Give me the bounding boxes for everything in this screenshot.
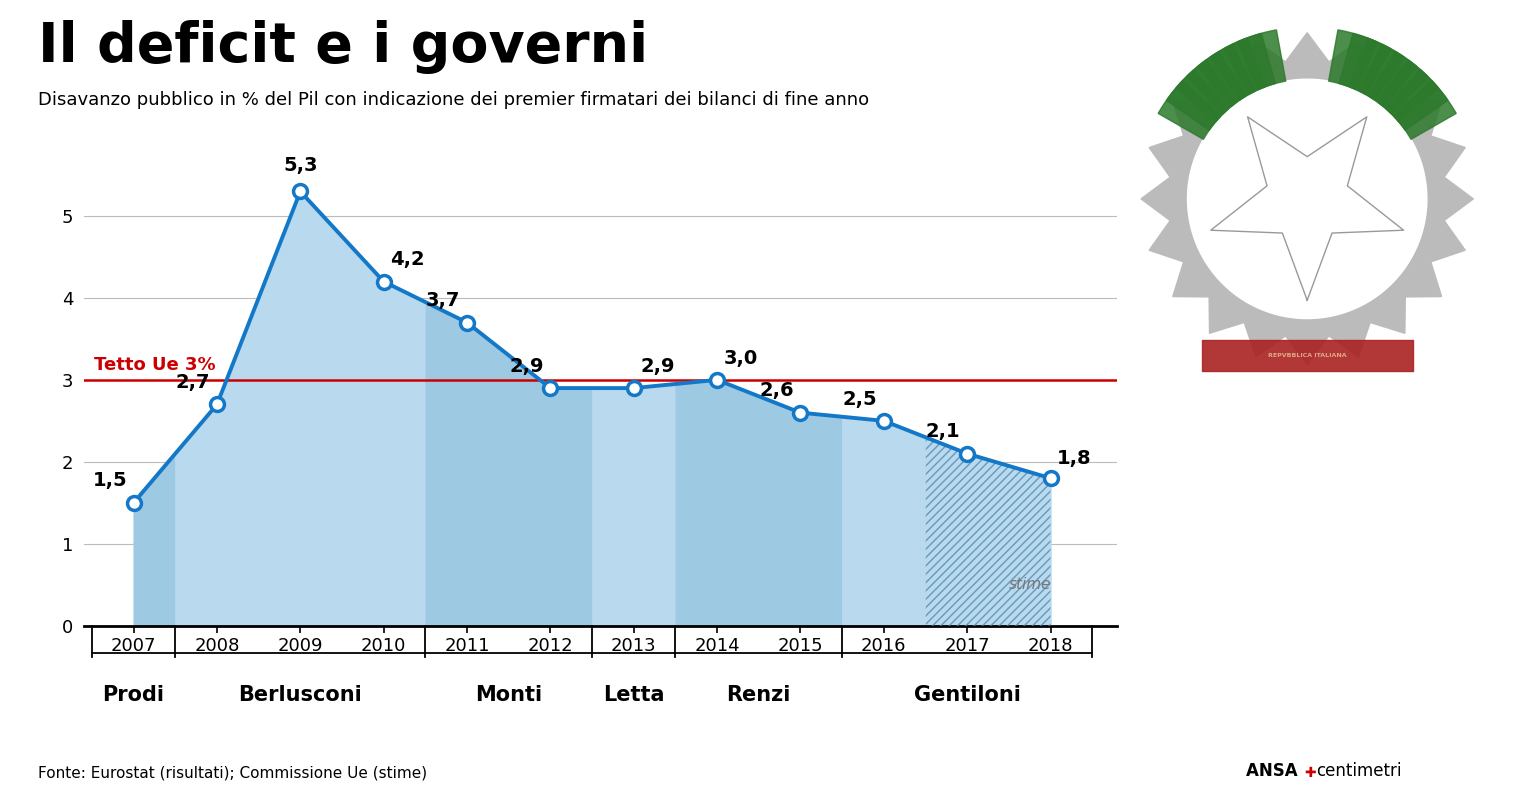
Text: ✚: ✚ — [1304, 766, 1316, 780]
Text: 3,0: 3,0 — [724, 348, 758, 367]
Polygon shape — [1394, 81, 1456, 139]
Polygon shape — [1328, 30, 1377, 89]
Polygon shape — [1224, 33, 1275, 94]
Text: Berlusconi: Berlusconi — [239, 684, 362, 705]
Text: Disavanzo pubblico in % del Pil con indicazione dei premier firmatari dei bilanc: Disavanzo pubblico in % del Pil con indi… — [38, 91, 869, 109]
Polygon shape — [1237, 30, 1286, 89]
Text: Gentiloni: Gentiloni — [914, 684, 1020, 705]
Polygon shape — [1377, 60, 1438, 122]
Text: 2,5: 2,5 — [842, 390, 877, 409]
Text: Monti: Monti — [476, 684, 543, 705]
Text: Fonte: Eurostat (risultati); Commissione Ue (stime): Fonte: Eurostat (risultati); Commissione… — [38, 765, 427, 780]
Polygon shape — [1187, 79, 1427, 318]
Polygon shape — [1166, 70, 1228, 130]
Text: 1,8: 1,8 — [1058, 449, 1091, 468]
Polygon shape — [1350, 38, 1404, 100]
Text: Tetto Ue 3%: Tetto Ue 3% — [94, 356, 216, 374]
Polygon shape — [1176, 60, 1237, 122]
Polygon shape — [1187, 51, 1246, 114]
Polygon shape — [1210, 38, 1265, 100]
Polygon shape — [1158, 81, 1221, 139]
Polygon shape — [1211, 117, 1403, 300]
Polygon shape — [1368, 51, 1427, 114]
Polygon shape — [1386, 70, 1449, 130]
Text: 1,5: 1,5 — [93, 471, 128, 490]
Text: 5,3: 5,3 — [283, 156, 318, 175]
Text: REPVBBLICA ITALIANA: REPVBBLICA ITALIANA — [1268, 352, 1347, 358]
Text: centimetri: centimetri — [1316, 762, 1401, 780]
Text: 2,6: 2,6 — [758, 382, 793, 401]
Text: Il deficit e i governi: Il deficit e i governi — [38, 20, 648, 74]
Text: 2,9: 2,9 — [509, 356, 544, 375]
Polygon shape — [1339, 33, 1391, 94]
Text: 4,2: 4,2 — [391, 250, 426, 269]
Polygon shape — [1359, 44, 1417, 107]
Text: 2,1: 2,1 — [926, 422, 961, 441]
Text: stime: stime — [1008, 577, 1050, 592]
Text: ANSA: ANSA — [1246, 762, 1304, 780]
Text: Prodi: Prodi — [103, 684, 164, 705]
Text: Renzi: Renzi — [727, 684, 790, 705]
Text: 3,7: 3,7 — [426, 291, 461, 310]
Text: 2,7: 2,7 — [176, 373, 210, 392]
Polygon shape — [1142, 32, 1473, 365]
Text: Letta: Letta — [603, 684, 664, 705]
Text: 2,9: 2,9 — [640, 356, 675, 375]
Polygon shape — [1198, 44, 1256, 107]
